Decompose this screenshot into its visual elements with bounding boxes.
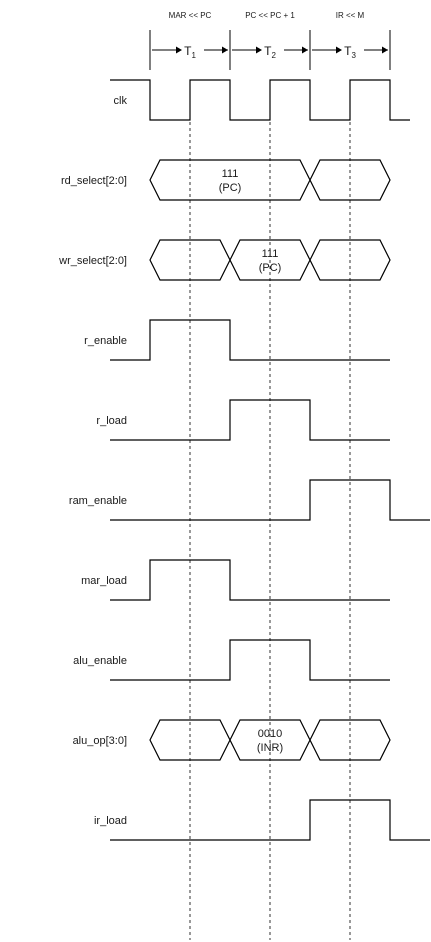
- clock-waveform: [110, 79, 410, 121]
- arrow-left-icon: [382, 46, 388, 54]
- signal-label: alu_enable: [73, 655, 127, 667]
- bus-value-line1: 0010: [258, 728, 282, 740]
- signal-row-r_enable: r_enable: [84, 319, 390, 361]
- signal-label: alu_op[3:0]: [73, 735, 127, 747]
- digital-waveform: [110, 479, 430, 521]
- arrow-right-icon: [176, 46, 182, 54]
- signal-label: mar_load: [81, 575, 127, 587]
- bus-value-line2: (PC): [259, 262, 282, 274]
- arrow-right-icon: [256, 46, 262, 54]
- signal-row-rd_select: rd_select[2:0] 111 (PC): [61, 159, 391, 201]
- arrow-right-icon: [336, 46, 342, 54]
- arrow-left-icon: [302, 46, 308, 54]
- phase-interval-label: T2: [264, 44, 276, 60]
- phase-guides: [189, 80, 351, 940]
- bus-dontcare-segment: [309, 159, 391, 201]
- signal-label: rd_select[2:0]: [61, 175, 127, 187]
- bus-value-line2: (INR): [257, 742, 283, 754]
- digital-waveform: [110, 799, 430, 841]
- arrow-left-icon: [222, 46, 228, 54]
- signal-row-mar_load: mar_load: [81, 559, 390, 601]
- digital-waveform: [110, 559, 390, 601]
- signal-row-wr_select: wr_select[2:0] 111 (PC): [58, 239, 391, 281]
- phase-op-label: IR << M: [336, 11, 365, 20]
- phase-header: MAR << PC T1 PC << PC + 1 T2 IR << M T3: [149, 11, 391, 70]
- signal-row-ram_enable: ram_enable: [69, 479, 430, 521]
- signal-row-clk: clk: [110, 79, 410, 121]
- digital-waveform: [110, 319, 390, 361]
- bus-value-line1: 111: [222, 168, 239, 180]
- signal-label: r_load: [96, 415, 127, 427]
- phase-interval-label: T1: [184, 44, 196, 60]
- bus-value-line2: (PC): [219, 182, 242, 194]
- signal-label: clk: [114, 95, 128, 107]
- signal-label: r_enable: [84, 335, 127, 347]
- digital-waveform: [110, 639, 390, 681]
- signal-row-alu_op: alu_op[3:0] 0010 (INR): [73, 719, 391, 761]
- signal-rows: clk rd_select[2:0] 111 (PC) wr_select[2:0] 11…: [58, 79, 430, 841]
- signal-row-ir_load: ir_load: [94, 799, 430, 841]
- digital-waveform: [110, 399, 390, 441]
- signal-label: ir_load: [94, 815, 127, 827]
- bus-value-segment: [149, 159, 311, 201]
- bus-dontcare-segment: [309, 239, 391, 281]
- signal-row-alu_enable: alu_enable: [73, 639, 390, 681]
- phase-op-label: PC << PC + 1: [245, 11, 295, 20]
- signal-row-r_load: r_load: [96, 399, 390, 441]
- bus-value-line1: 111: [262, 248, 279, 260]
- phase-op-label: MAR << PC: [169, 11, 212, 20]
- phase-interval-label: T3: [344, 44, 356, 60]
- bus-dontcare-segment: [309, 719, 391, 761]
- signal-label: ram_enable: [69, 495, 127, 507]
- signal-label: wr_select[2:0]: [58, 255, 127, 267]
